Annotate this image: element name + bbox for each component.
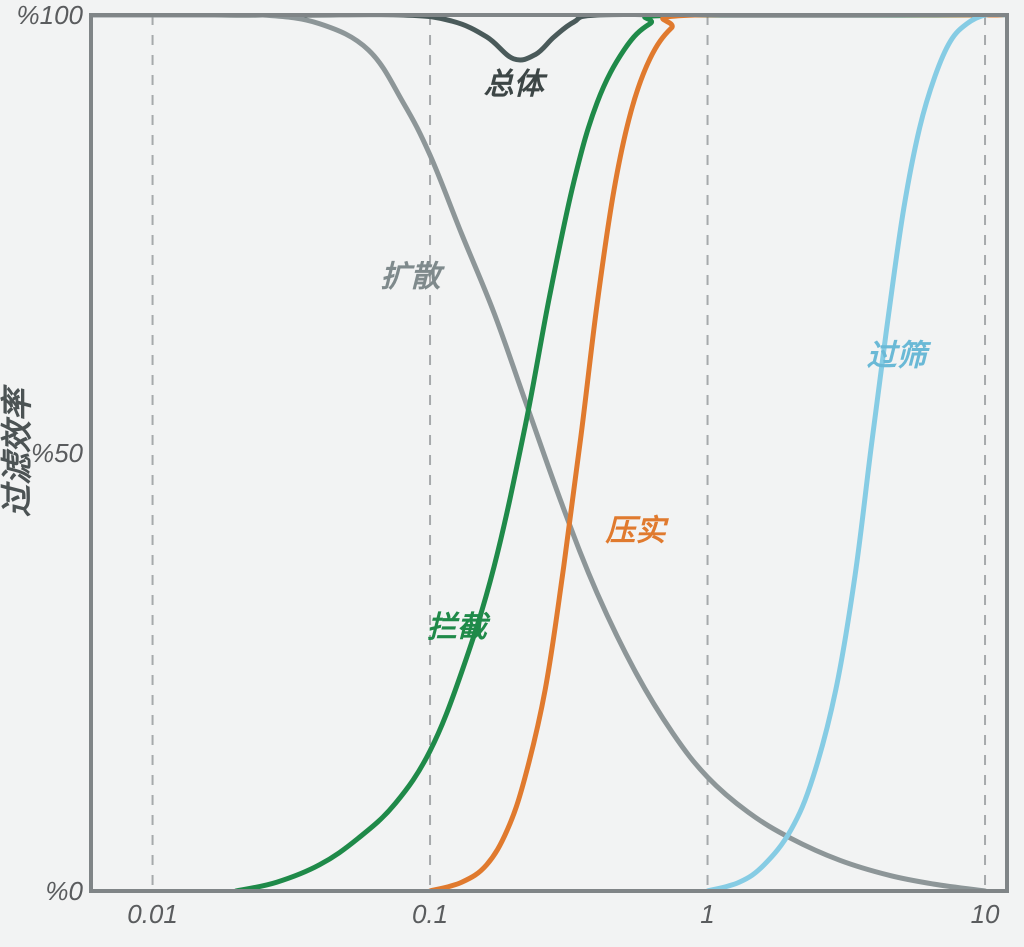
chart-svg: 总体扩散拦截 压实 过筛 %0 %50 %100 0.01 0.1 1 10 过滤效率	[0, 0, 1024, 947]
filter-efficiency-chart: 总体扩散拦截 压实 过筛 %0 %50 %100 0.01 0.1 1 10 过滤效率	[0, 0, 1024, 947]
series-label-sieving: 过筛	[867, 339, 932, 372]
series-label-total: 总体	[484, 68, 549, 101]
x-tick-label: 0.1	[412, 899, 448, 929]
series-label-diffusion: 扩散	[380, 261, 445, 294]
y-axis-title: 过滤效率	[0, 384, 35, 517]
y-tick-label: %50	[31, 438, 84, 468]
series-label-interception: 拦截	[427, 611, 491, 644]
x-tick-label: 0.01	[127, 899, 178, 929]
series-label-impaction: 压实	[604, 514, 669, 548]
y-tick-label: %0	[45, 876, 83, 906]
y-tick-label: %100	[17, 0, 84, 30]
x-tick-label: 10	[971, 899, 1000, 929]
x-tick-label: 1	[700, 899, 714, 929]
